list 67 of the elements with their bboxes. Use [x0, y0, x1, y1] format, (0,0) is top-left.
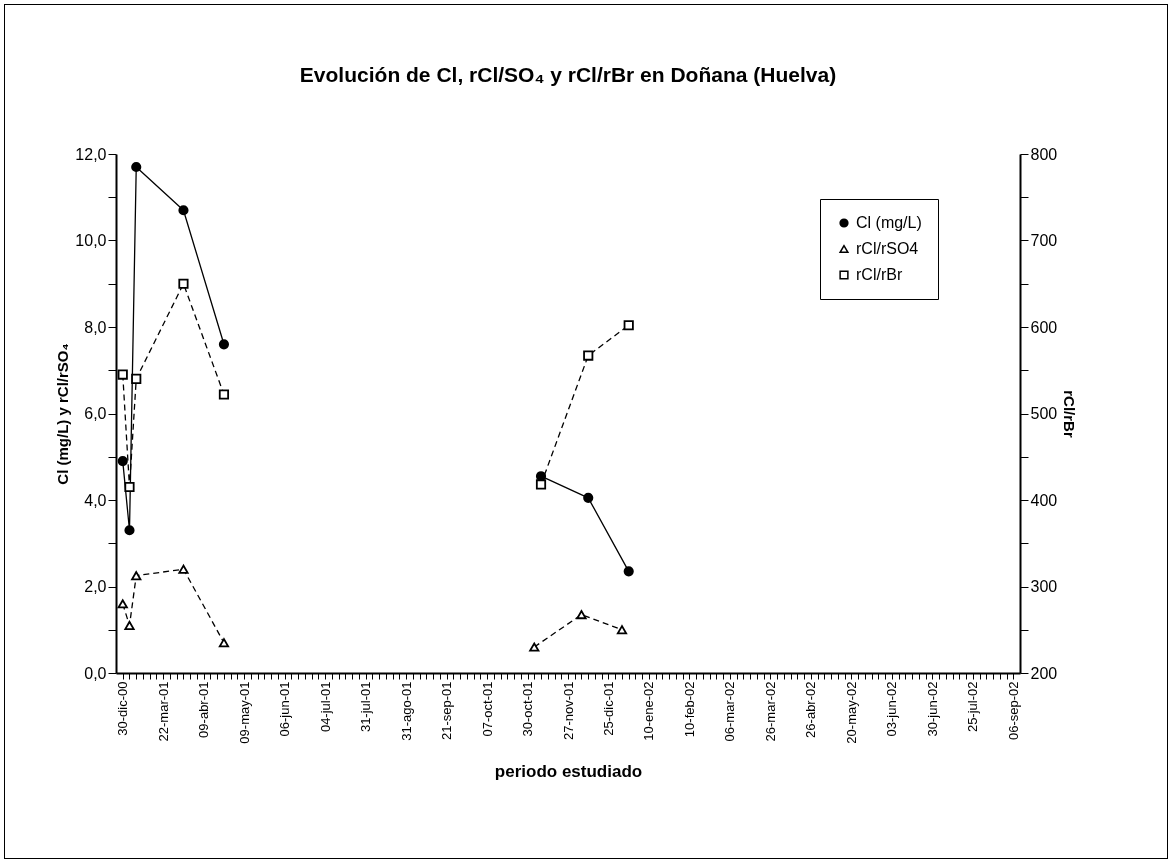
- x-tick-label: 06-jun-01: [277, 681, 293, 737]
- point: [117, 599, 128, 609]
- x-tick-label: 04-jul-01: [317, 681, 333, 733]
- point: [178, 564, 189, 574]
- point: [178, 278, 189, 289]
- x-axis-title: periodo estudiado: [494, 761, 643, 781]
- x-tick-label: 30-dic-00: [115, 681, 131, 736]
- x-tick-label: 20-may-02: [843, 681, 859, 744]
- x-tick-label: 26-abr-02: [803, 681, 819, 738]
- x-tick-label: 30-jun-02: [924, 681, 940, 737]
- y2-tick-label: 600: [1030, 318, 1058, 336]
- point: [616, 625, 628, 635]
- point: [218, 339, 230, 350]
- x-tick-label: 26-mar-02: [762, 681, 778, 742]
- y-tick-label: 2,0: [84, 578, 107, 595]
- point: [131, 571, 142, 581]
- x-tick-label: 07-oct-01: [479, 681, 495, 737]
- x-tick-label: 09-may-01: [236, 681, 252, 744]
- point: [131, 373, 142, 384]
- x-tick-label: 25-dic-01: [600, 681, 616, 736]
- y2-tick-label: 500: [1030, 405, 1058, 422]
- point: [124, 481, 135, 493]
- point: [623, 320, 634, 331]
- point: [623, 566, 634, 577]
- point: [124, 620, 135, 630]
- y2-tick-label: 700: [1030, 232, 1058, 249]
- y2-tick-label: 800: [1030, 145, 1058, 163]
- y-tick-label: 6,0: [84, 405, 107, 422]
- x-tick-label: 25-jul-02: [965, 681, 981, 733]
- point: [535, 479, 547, 490]
- y-tick-label: 0,0: [84, 664, 107, 682]
- point: [583, 492, 594, 503]
- y-tick-label: 8,0: [84, 318, 107, 336]
- point: [576, 610, 587, 620]
- y2-axis-title: rCl/rBr: [1061, 390, 1079, 438]
- legend-label: Cl (mg/L): [856, 214, 922, 231]
- point: [124, 525, 135, 536]
- x-tick-label: 27-nov-01: [560, 681, 576, 741]
- point: [529, 642, 540, 652]
- x-tick-label: 31-ago-01: [398, 681, 414, 741]
- legend-label: rCl/rBr: [856, 266, 903, 283]
- x-tick-label: 03-jun-02: [884, 681, 900, 737]
- x-tick-label: 30-oct-01: [520, 681, 536, 737]
- y2-tick-label: 200: [1030, 664, 1058, 682]
- x-tick-label: 22-mar-01: [155, 681, 171, 742]
- chart-title: Evolución de Cl, rCl/SO₄ y rCl/rBr en Doñana (Huelva): [299, 63, 837, 86]
- point: [117, 369, 128, 380]
- point: [178, 205, 189, 216]
- point: [583, 350, 594, 361]
- x-tick-label: 10-ene-02: [641, 681, 657, 741]
- x-tick-label: 31-jul-01: [358, 681, 374, 733]
- point: [131, 161, 142, 173]
- x-tick-label: 09-abr-01: [196, 681, 212, 738]
- x-tick-label: 06-sep-02: [1005, 681, 1021, 741]
- point: [117, 456, 128, 467]
- y-tick-label: 10,0: [75, 232, 107, 249]
- y-axis-title: Cl (mg/L) y rCl/rSO₄: [54, 343, 72, 485]
- y-tick-label: 4,0: [84, 491, 107, 509]
- point: [218, 389, 230, 400]
- y2-tick-label: 400: [1030, 491, 1058, 509]
- y2-tick-label: 300: [1030, 578, 1058, 595]
- x-tick-label: 10-feb-02: [681, 681, 697, 738]
- x-tick-label: 21-sep-01: [439, 681, 455, 741]
- x-tick-label: 06-mar-02: [722, 681, 738, 742]
- point: [218, 638, 230, 648]
- legend-label: rCl/rSO4: [856, 240, 919, 257]
- y-tick-label: 12,0: [75, 145, 107, 163]
